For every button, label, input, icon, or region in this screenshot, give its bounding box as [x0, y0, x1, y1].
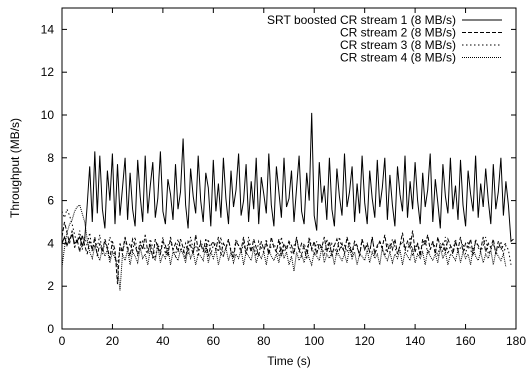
x-tick-label: 120: [355, 334, 375, 348]
legend-label-3: CR stream 3 (8 MB/s): [340, 38, 456, 52]
axis-ticks: 0 20 40 60 80 100 120 140 160 180 0 2 4 6 8 10 12 14: [41, 8, 526, 348]
legend: SRT boosted CR stream 1 (8 MB/s)CR strea…: [267, 13, 502, 65]
x-tick-label: 160: [456, 334, 476, 348]
y-axis-label: Throughput (MB/s): [8, 118, 22, 218]
y-tick-label: 6: [47, 194, 54, 208]
y-tick-label: 10: [41, 108, 55, 122]
series-line-4: [61, 204, 507, 291]
x-axis-label: Time (s): [267, 354, 311, 368]
legend-label-2: CR stream 2 (8 MB/s): [340, 26, 456, 40]
legend-label-4: CR stream 4 (8 MB/s): [340, 51, 456, 65]
series-group: [61, 112, 514, 291]
x-tick-label: 80: [257, 334, 271, 348]
series-line-3: [61, 207, 512, 265]
x-tick-label: 60: [207, 334, 221, 348]
y-tick-label: 0: [47, 322, 54, 336]
y-tick-label: 8: [47, 151, 54, 165]
legend-label-1: SRT boosted CR stream 1 (8 MB/s): [267, 13, 456, 27]
x-tick-label: 140: [405, 334, 425, 348]
plot-area: [61, 7, 517, 330]
y-tick-label: 2: [47, 279, 54, 293]
y-tick-label: 12: [41, 65, 55, 79]
y-tick-label: 14: [41, 22, 55, 36]
x-tick-label: 20: [106, 334, 120, 348]
x-tick-label: 0: [59, 334, 66, 348]
series-line-1: [61, 112, 514, 248]
y-tick-label: 4: [47, 236, 54, 250]
x-tick-label: 40: [156, 334, 170, 348]
x-tick-label: 100: [304, 334, 324, 348]
x-tick-label: 180: [506, 334, 526, 348]
